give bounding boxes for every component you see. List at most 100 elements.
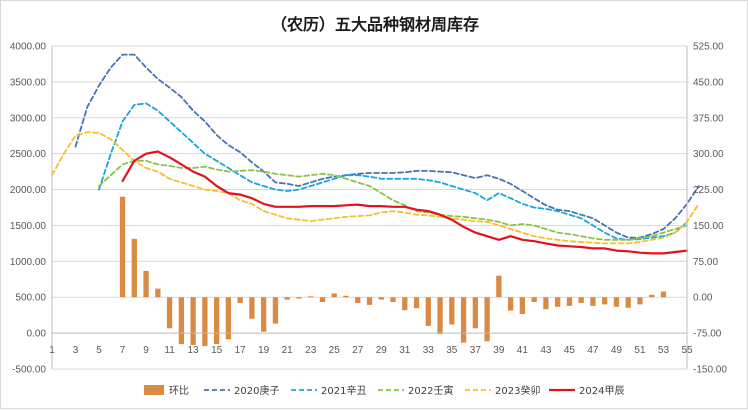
y-right-tick-label: 375.00: [693, 113, 724, 124]
bar: [484, 297, 490, 342]
chart-title: （农历）五大品种钢材周库存: [271, 15, 479, 34]
bar: [460, 297, 467, 343]
x-tick-label: 43: [540, 345, 552, 356]
bar: [566, 297, 573, 306]
bar: [543, 297, 549, 310]
bar: [225, 297, 232, 340]
y-left-tick-label: -500.00: [12, 365, 46, 376]
x-tick-label: 45: [564, 345, 576, 356]
bar: [213, 297, 220, 345]
series-line: [98, 159, 688, 241]
bar: [555, 297, 561, 307]
y-left-tick-label: 2000.00: [10, 185, 47, 196]
x-tick-label: 1: [49, 345, 55, 356]
legend-item: 2022壬寅: [378, 384, 453, 397]
bar: [261, 297, 267, 332]
y-left-tick-label: 4000.00: [10, 42, 47, 53]
x-tick-label: 37: [470, 345, 482, 356]
x-tick-label: 7: [120, 345, 126, 356]
bar: [496, 275, 502, 298]
y-right-tick-label: 225.00: [693, 185, 724, 196]
bar: [637, 297, 643, 305]
x-tick-label: 25: [329, 345, 341, 356]
y-right-tick-label: 150.00: [693, 221, 724, 232]
legend-item: 2021辛丑: [291, 384, 366, 397]
bar: [202, 297, 208, 347]
x-tick-label: 21: [282, 345, 294, 356]
bar: [378, 297, 384, 300]
bar: [155, 288, 161, 298]
legend-swatch: [144, 385, 164, 395]
legend-label: 2022壬寅: [408, 384, 453, 397]
legend: 环比 2020庚子 2021辛丑 2022壬寅 2023癸卯 2024甲辰: [144, 384, 624, 397]
x-tick-label: 13: [188, 345, 200, 356]
legend-label: 2023癸卯: [495, 384, 540, 397]
bar: [237, 297, 243, 303]
bar: [413, 297, 420, 309]
bar: [613, 297, 620, 307]
bar: [308, 296, 314, 298]
bar: [531, 297, 537, 303]
x-tick-label: 35: [446, 345, 458, 356]
legend-item: 2024甲辰: [549, 385, 624, 397]
x-tick-label: 17: [235, 345, 247, 356]
series-line: [121, 150, 689, 255]
bar: [660, 291, 667, 298]
bar: [143, 270, 149, 298]
bar: [249, 297, 255, 319]
y-left-tick-label: 0.00: [27, 329, 47, 340]
bar: [366, 297, 373, 305]
axes-layer: -500.00 0.00 500.00 1000.00 1500.00 2000.00 25…: [10, 42, 728, 376]
legend-label: 2024甲辰: [579, 385, 624, 397]
legend-label: 环比: [169, 385, 189, 397]
bar: [590, 297, 596, 306]
bar: [296, 297, 302, 299]
legend-item: 2020庚子: [204, 384, 279, 397]
bar: [625, 297, 631, 308]
bar: [402, 297, 408, 311]
y-right-tick-label: -75.00: [693, 329, 722, 340]
y-right-tick-label: 525.00: [693, 42, 724, 53]
y-left-tick-label: 1500.00: [10, 221, 47, 232]
x-tick-label: 51: [634, 345, 646, 356]
bar: [166, 297, 173, 329]
x-tick-label: 19: [258, 345, 270, 356]
x-tick-label: 47: [587, 345, 599, 356]
legend-label: 2020庚子: [234, 384, 279, 397]
y-left-tick-label: 1000.00: [10, 257, 47, 268]
bar: [190, 297, 196, 346]
x-tick-label: 5: [96, 345, 102, 356]
x-tick-label: 31: [399, 345, 411, 356]
bar: [355, 297, 361, 303]
series-line: [74, 53, 700, 239]
x-tick-label: 3: [73, 345, 79, 356]
bar: [425, 297, 431, 326]
y-right-tick-label: 300.00: [693, 149, 724, 160]
series-line: [98, 102, 688, 241]
y-left-tick-label: 2500.00: [10, 149, 47, 160]
bar: [602, 297, 608, 305]
line-series-layer: [51, 53, 700, 255]
y-right-tick-label: -150.00: [693, 365, 727, 376]
x-tick-label: 27: [352, 345, 364, 356]
bar: [390, 297, 396, 303]
bar: [272, 297, 279, 324]
x-tick-label: 53: [658, 345, 670, 356]
y-left-tick-label: 500.00: [15, 293, 46, 304]
x-tick-label: 11: [164, 345, 175, 356]
bar: [331, 293, 337, 298]
x-tick-label: 33: [423, 345, 435, 356]
x-tick-label: 55: [681, 345, 693, 356]
x-tick-label: 39: [493, 345, 505, 356]
bar: [449, 297, 455, 325]
bar: [178, 297, 184, 345]
bar: [343, 295, 349, 298]
x-tick-label: 23: [305, 345, 317, 356]
bar: [472, 297, 478, 329]
bar: [519, 297, 526, 314]
bar-series-layer: [119, 196, 667, 347]
x-tick-label: 49: [611, 345, 623, 356]
bar: [507, 297, 514, 311]
